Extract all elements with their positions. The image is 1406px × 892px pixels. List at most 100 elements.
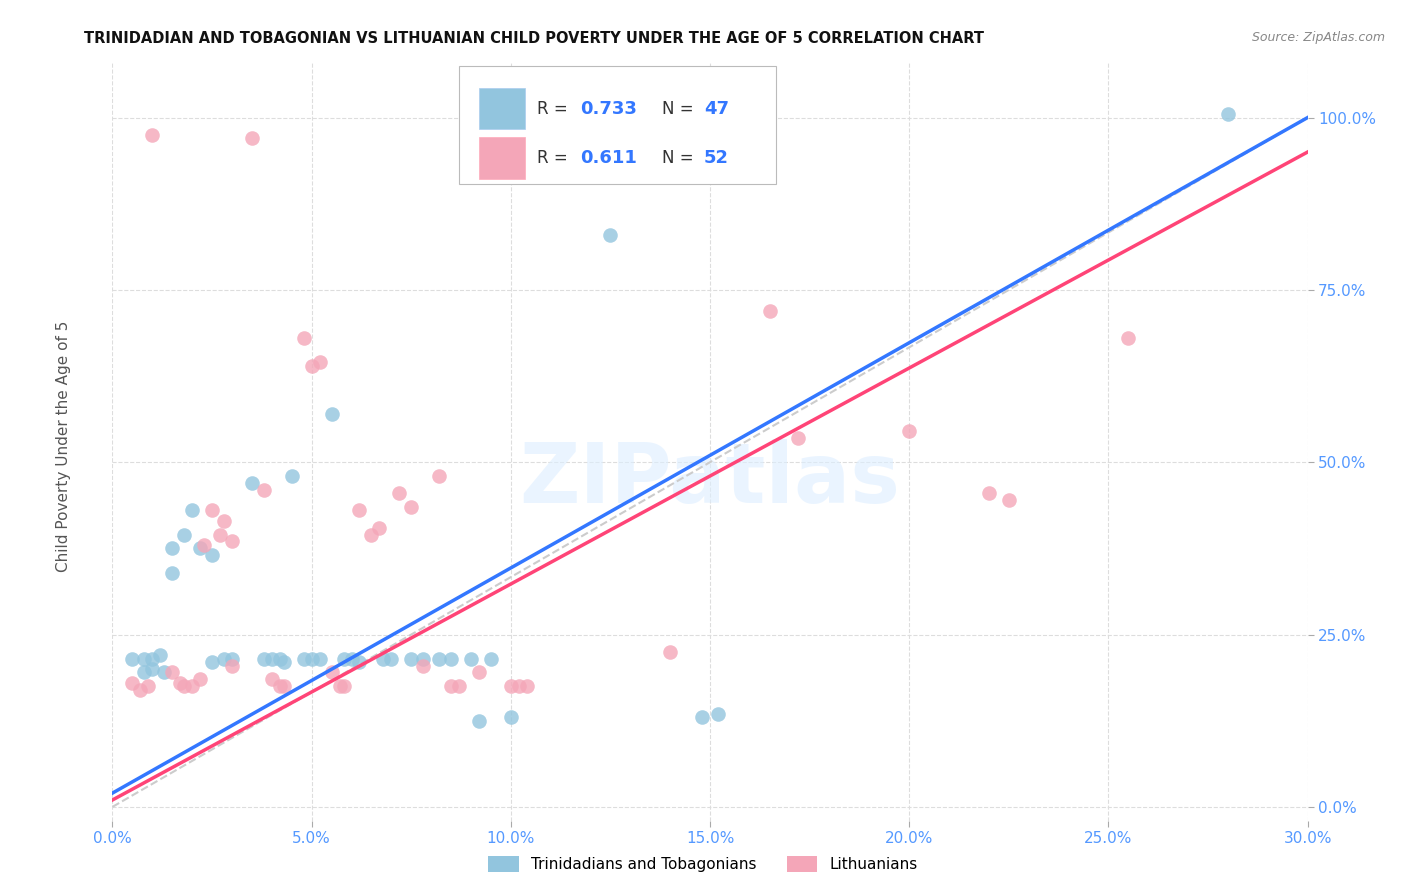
- Point: [349, 655, 371, 669]
- Point: [269, 679, 291, 693]
- Point: [388, 486, 411, 500]
- Text: R =: R =: [537, 149, 578, 167]
- Point: [468, 665, 491, 680]
- Point: [516, 679, 538, 693]
- Point: [162, 541, 183, 556]
- Point: [427, 651, 450, 665]
- Point: [321, 665, 343, 680]
- Text: Source: ZipAtlas.com: Source: ZipAtlas.com: [1251, 31, 1385, 45]
- Point: [240, 131, 263, 145]
- Point: [141, 662, 163, 676]
- Point: [253, 483, 276, 497]
- Point: [499, 710, 522, 724]
- Point: [134, 651, 156, 665]
- Legend: Trinidadians and Tobagonians, Lithuanians: Trinidadians and Tobagonians, Lithuanian…: [481, 848, 925, 880]
- Text: 0.611: 0.611: [579, 149, 637, 167]
- Point: [201, 655, 224, 669]
- Point: [141, 128, 163, 142]
- Point: [221, 534, 243, 549]
- Point: [440, 651, 463, 665]
- Point: [449, 679, 471, 693]
- Text: 52: 52: [704, 149, 730, 167]
- Point: [221, 651, 243, 665]
- Point: [221, 658, 243, 673]
- Point: [129, 682, 152, 697]
- Point: [373, 651, 395, 665]
- Text: 47: 47: [704, 100, 730, 118]
- Point: [188, 673, 211, 687]
- Point: [460, 651, 482, 665]
- Point: [308, 651, 330, 665]
- Point: [332, 679, 354, 693]
- Point: [412, 651, 434, 665]
- Point: [301, 359, 323, 373]
- Point: [499, 679, 522, 693]
- Point: [1216, 107, 1239, 121]
- Point: [181, 503, 204, 517]
- Point: [380, 651, 402, 665]
- Point: [138, 679, 160, 693]
- Point: [332, 651, 354, 665]
- Point: [212, 514, 235, 528]
- Point: [440, 679, 463, 693]
- Point: [269, 651, 291, 665]
- Point: [786, 431, 808, 445]
- Text: N =: N =: [662, 100, 699, 118]
- Point: [301, 651, 323, 665]
- Point: [201, 503, 224, 517]
- Text: 0.733: 0.733: [579, 100, 637, 118]
- Bar: [479, 137, 524, 178]
- Point: [998, 493, 1021, 508]
- Point: [599, 227, 621, 242]
- Point: [149, 648, 172, 663]
- Text: ZIPatlas: ZIPatlas: [520, 439, 900, 520]
- Point: [292, 331, 315, 345]
- Point: [401, 651, 423, 665]
- Point: [121, 651, 143, 665]
- Point: [162, 665, 183, 680]
- Point: [401, 500, 423, 514]
- Point: [212, 651, 235, 665]
- Point: [141, 651, 163, 665]
- Point: [329, 679, 352, 693]
- Point: [368, 521, 391, 535]
- Point: [1118, 331, 1140, 345]
- Point: [281, 469, 304, 483]
- Point: [209, 527, 232, 541]
- Point: [260, 673, 283, 687]
- Point: [427, 469, 450, 483]
- Point: [240, 475, 263, 490]
- Point: [349, 503, 371, 517]
- Point: [273, 655, 295, 669]
- Point: [121, 675, 143, 690]
- FancyBboxPatch shape: [458, 66, 776, 184]
- Point: [308, 355, 330, 369]
- Point: [273, 679, 295, 693]
- Point: [201, 548, 224, 563]
- Point: [153, 665, 176, 680]
- Point: [898, 424, 921, 438]
- Text: N =: N =: [662, 149, 699, 167]
- Point: [134, 665, 156, 680]
- Point: [162, 566, 183, 580]
- Point: [412, 658, 434, 673]
- Point: [188, 541, 211, 556]
- Point: [659, 645, 682, 659]
- Point: [508, 679, 530, 693]
- Text: Child Poverty Under the Age of 5: Child Poverty Under the Age of 5: [56, 320, 70, 572]
- Point: [173, 527, 195, 541]
- Point: [690, 710, 713, 724]
- Point: [169, 675, 191, 690]
- Point: [253, 651, 276, 665]
- Point: [193, 538, 215, 552]
- Point: [977, 486, 1000, 500]
- Point: [321, 407, 343, 421]
- Text: TRINIDADIAN AND TOBAGONIAN VS LITHUANIAN CHILD POVERTY UNDER THE AGE OF 5 CORREL: TRINIDADIAN AND TOBAGONIAN VS LITHUANIAN…: [84, 31, 984, 46]
- Point: [340, 651, 363, 665]
- Text: R =: R =: [537, 100, 572, 118]
- Point: [181, 679, 204, 693]
- Point: [707, 706, 730, 721]
- Point: [260, 651, 283, 665]
- Point: [479, 651, 502, 665]
- Point: [759, 303, 782, 318]
